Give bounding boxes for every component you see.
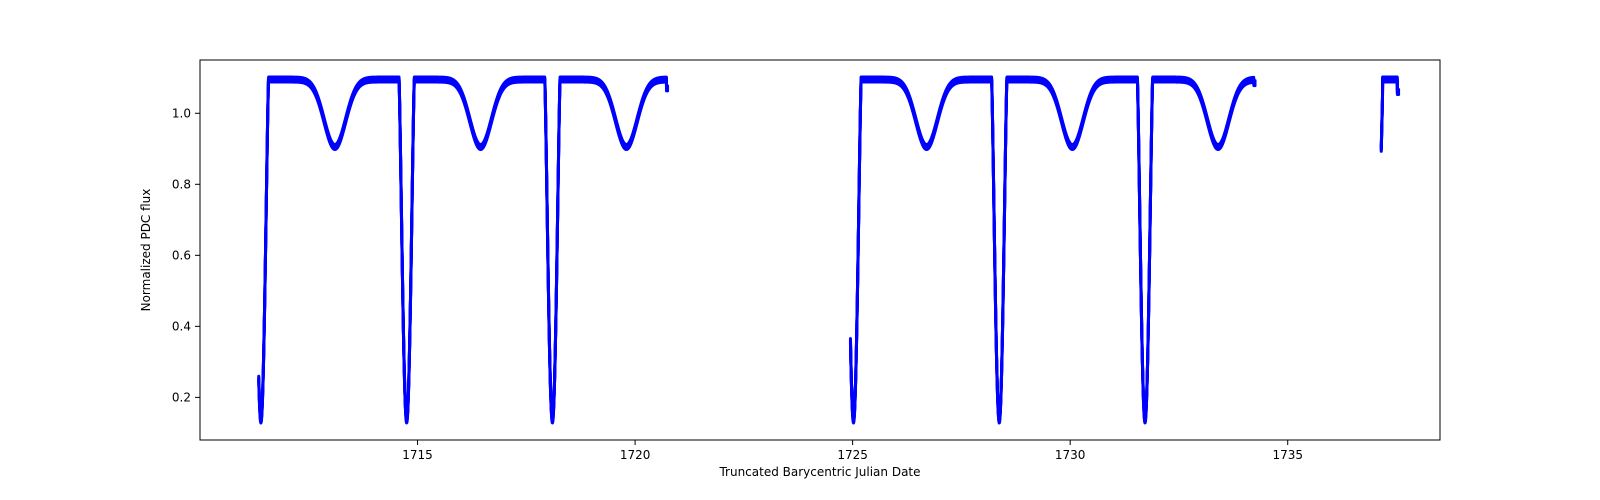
y-tick-label: 0.6 <box>172 248 191 262</box>
x-axis-label: Truncated Barycentric Julian Date <box>718 465 920 479</box>
lightcurve-series <box>259 82 668 423</box>
lightcurve-series <box>259 81 668 422</box>
y-tick-label: 0.2 <box>172 390 191 404</box>
lightcurve-series <box>1381 82 1398 151</box>
y-tick-label: 1.0 <box>172 106 191 120</box>
lightcurve-series <box>259 78 668 419</box>
y-axis-label: Normalized PDC flux <box>139 189 153 312</box>
lightcurve-series <box>850 81 1255 422</box>
lightcurve-series <box>850 80 1255 421</box>
y-tick-label: 0.4 <box>172 319 191 333</box>
x-tick-label: 1735 <box>1272 448 1303 462</box>
x-tick-label: 1730 <box>1055 448 1086 462</box>
lightcurve-plot: 1715 1720 1725 1730 1735 0.2 0.4 0.6 0.8 1.0 Trun… <box>0 0 1600 500</box>
lightcurve-series <box>850 77 1255 418</box>
lightcurve-series <box>850 78 1255 419</box>
plot-frame <box>200 60 1440 440</box>
chart-container: 1715 1720 1725 1730 1735 0.2 0.4 0.6 0.8 1.0 Trun… <box>0 0 1600 500</box>
lightcurve-series <box>850 82 1255 423</box>
x-tick-label: 1715 <box>402 448 433 462</box>
x-tick-label: 1720 <box>620 448 651 462</box>
x-tick-label: 1725 <box>837 448 868 462</box>
lightcurve-series <box>259 80 668 421</box>
lightcurve-series <box>259 77 668 418</box>
y-tick-label: 0.8 <box>172 177 191 191</box>
